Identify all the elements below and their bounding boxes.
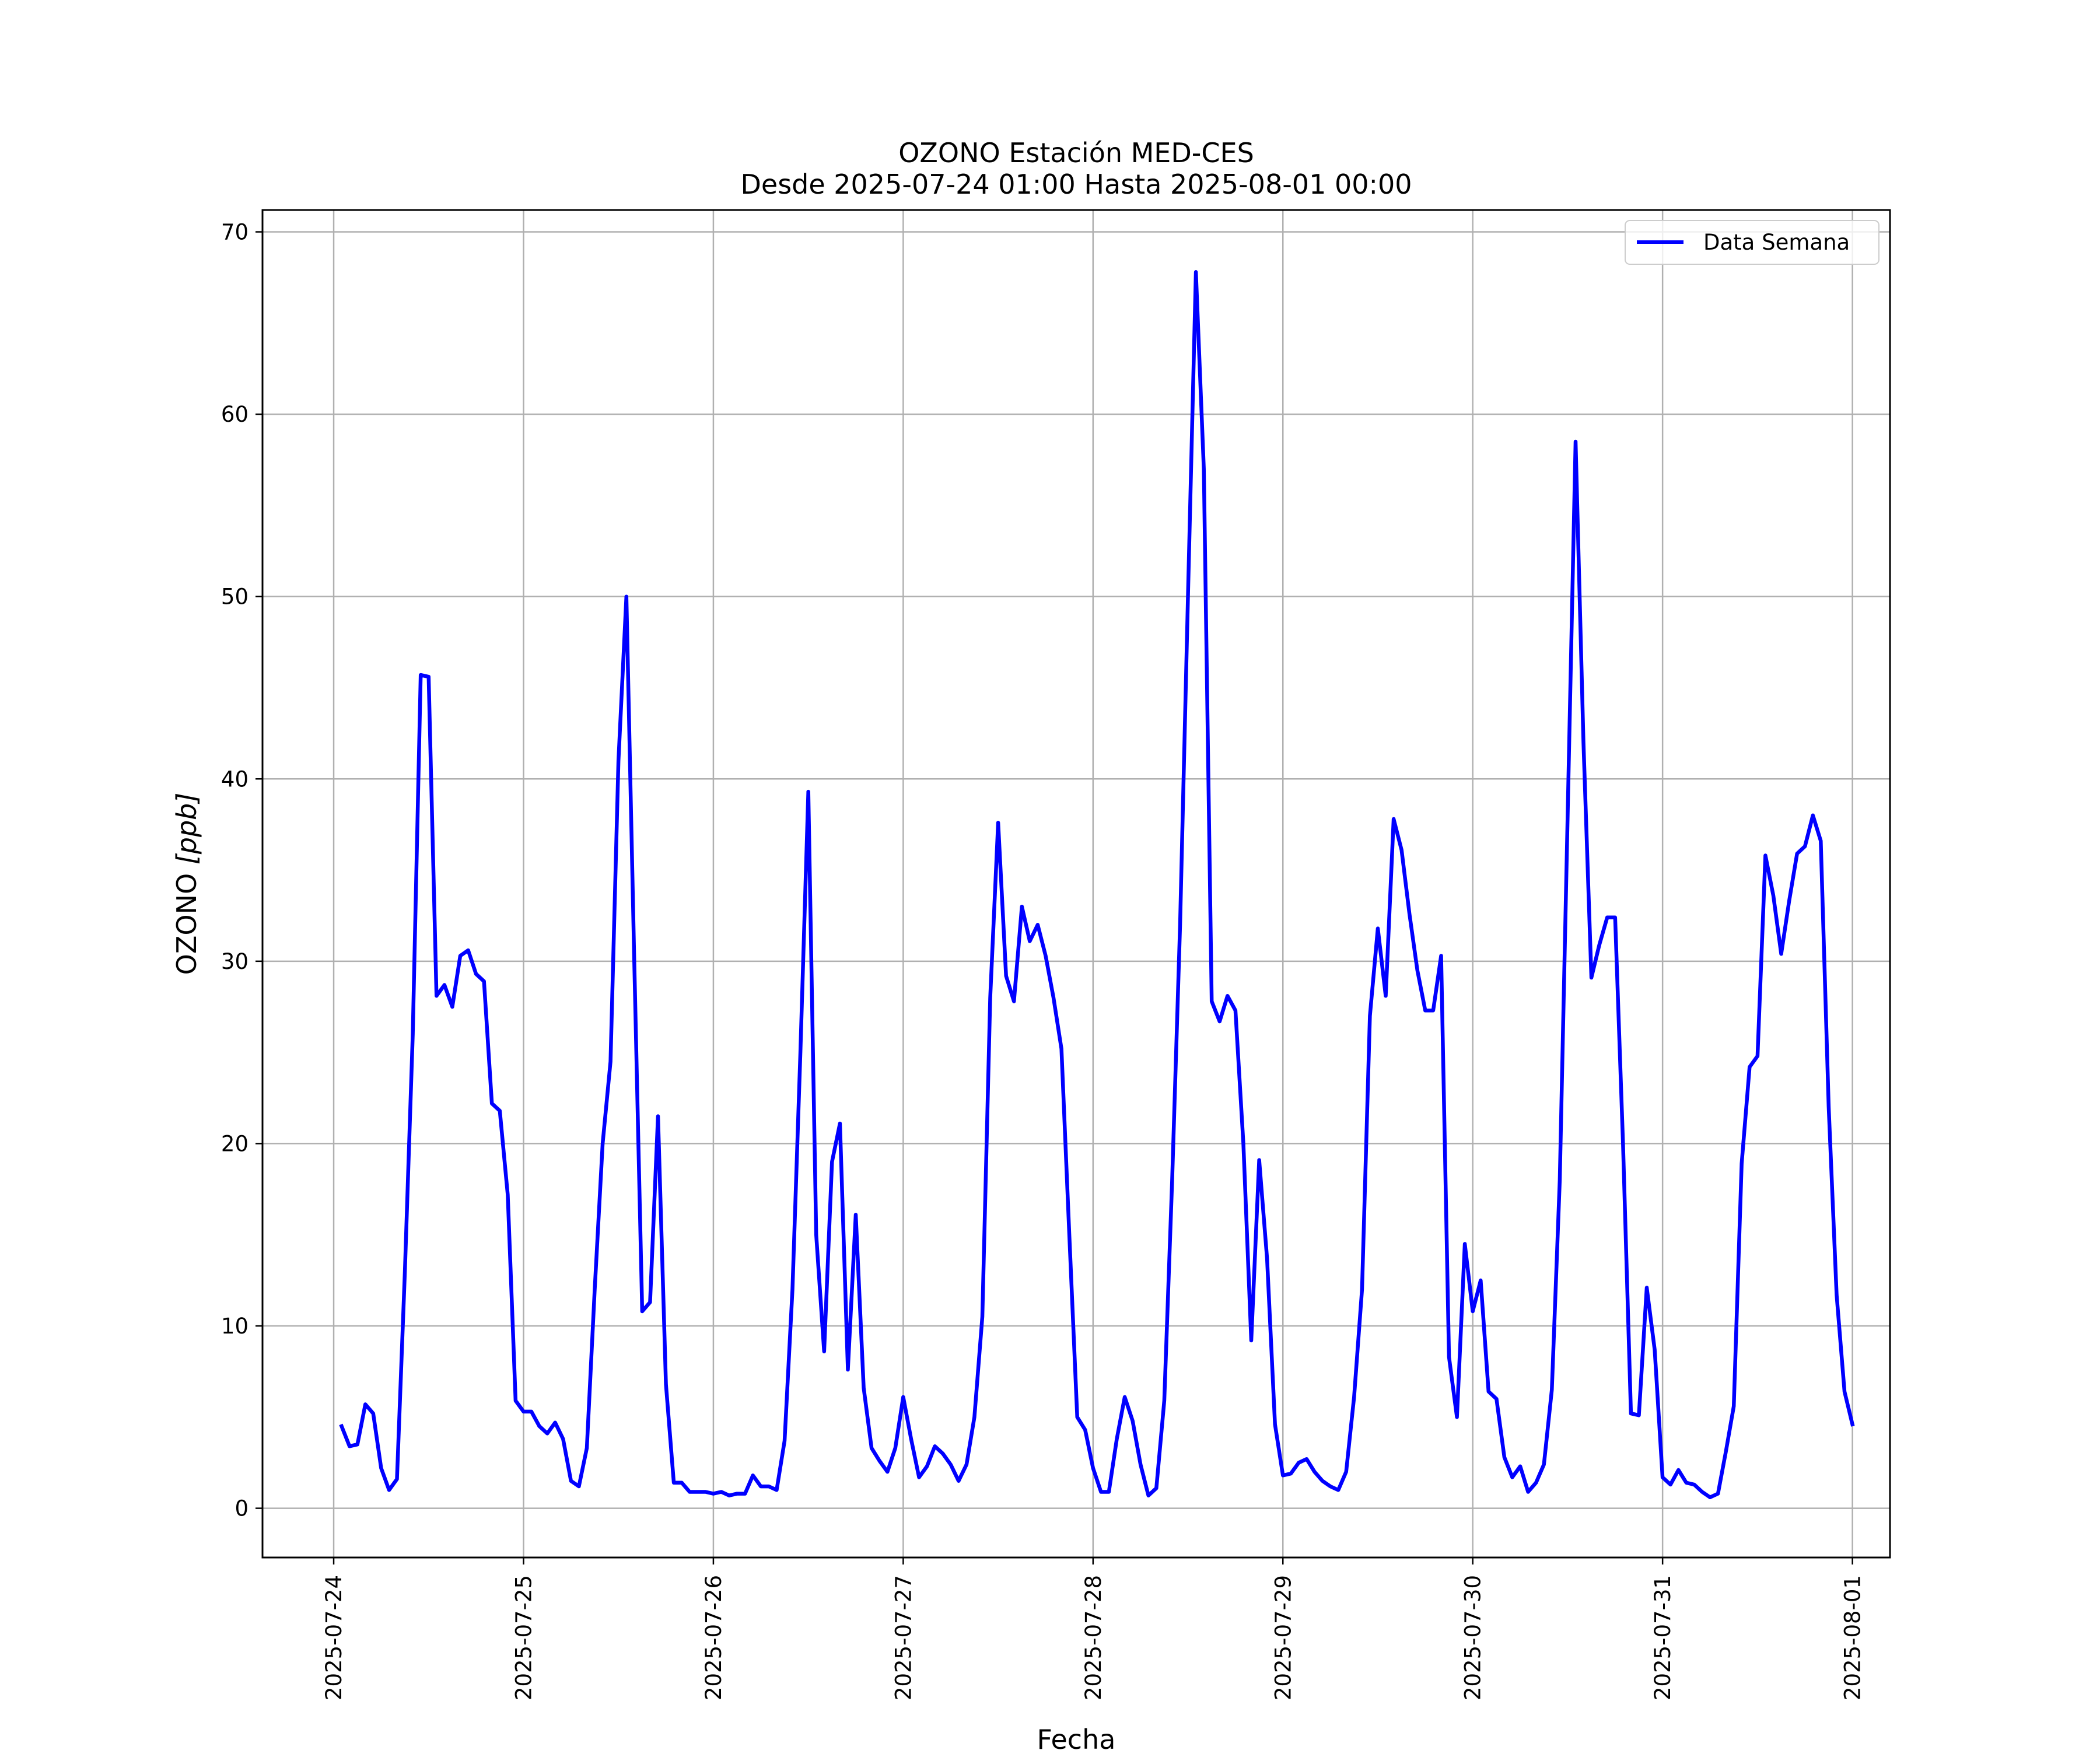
legend-entry: Data Semana — [1703, 230, 1850, 255]
y-tick-label: 20 — [221, 1131, 249, 1156]
y-tick-label: 0 — [235, 1496, 249, 1521]
x-tick-label: 2025-07-26 — [701, 1575, 726, 1700]
y-axis-label: OZONO [ppb] — [171, 793, 202, 975]
x-tick-label: 2025-08-01 — [1840, 1575, 1866, 1700]
x-tick-label: 2025-07-30 — [1461, 1575, 1486, 1700]
ticks: 0 10 20 30 40 50 60 70 2025-07-24 2025-07-25 2025-… — [221, 220, 1866, 1701]
y-tick-label: 30 — [221, 949, 249, 974]
x-tick-label: 2025-07-28 — [1081, 1575, 1106, 1700]
y-tick-label: 10 — [221, 1314, 249, 1339]
x-tick-label: 2025-07-25 — [511, 1575, 536, 1700]
y-tick-label: 50 — [221, 584, 249, 610]
y-tick-label: 60 — [221, 402, 249, 427]
plot-frame — [261, 209, 1891, 1559]
x-tick-label: 2025-07-27 — [891, 1575, 916, 1700]
x-tick-label: 2025-07-24 — [321, 1575, 346, 1700]
legend-box — [1625, 220, 1880, 265]
y-tick-label: 70 — [221, 220, 249, 245]
x-axis-label: Fecha — [1037, 1724, 1116, 1750]
x-tick-label: 2025-07-29 — [1270, 1575, 1296, 1700]
y-axis-label-unit: [ppb] — [171, 793, 202, 865]
x-tick-label: 2025-07-31 — [1650, 1575, 1675, 1700]
chart-title: OZONO Estación MED-CES — [898, 137, 1254, 169]
chart-subtitle: Desde 2025-07-24 01:00 Hasta 2025-08-01 … — [740, 169, 1412, 200]
legend: Data Semana — [1625, 220, 1880, 265]
plot-area — [339, 270, 1855, 1500]
series-line — [339, 270, 1855, 1500]
y-axis-label-main: OZONO — [171, 864, 202, 975]
grid — [262, 210, 1890, 1558]
y-tick-label: 40 — [221, 766, 249, 792]
